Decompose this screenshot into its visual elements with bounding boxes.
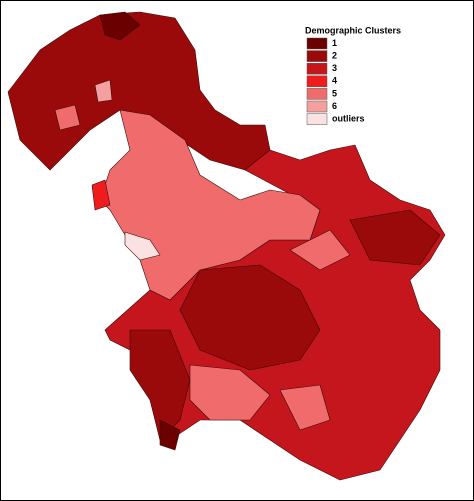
region <box>159 419 181 451</box>
region <box>54 104 81 131</box>
legend-swatch <box>306 100 328 113</box>
legend-swatch <box>306 50 328 62</box>
legend-swatch <box>306 75 328 88</box>
region <box>94 79 113 103</box>
legend-swatch <box>306 62 328 75</box>
region <box>279 384 331 431</box>
legend-label: 2 <box>332 50 337 60</box>
region <box>289 229 351 271</box>
legend-swatch <box>306 113 328 125</box>
legend-swatch <box>306 37 328 50</box>
legend: Demographic Clusters 1 2 3 4 5 6 outliers <box>305 25 401 125</box>
legend-swatch <box>306 88 328 100</box>
region <box>179 264 321 371</box>
region <box>189 364 271 421</box>
legend-label: outliers <box>332 113 365 123</box>
region <box>349 209 441 266</box>
region <box>99 11 141 41</box>
region <box>91 179 111 211</box>
legend-label: 5 <box>332 88 337 98</box>
region <box>124 231 161 261</box>
legend-label: 6 <box>332 101 337 111</box>
legend-label: 1 <box>332 38 337 48</box>
legend-label: 4 <box>332 76 337 86</box>
legend-title: Demographic Clusters <box>305 25 401 35</box>
legend-label: 3 <box>332 63 337 73</box>
map <box>7 11 446 481</box>
